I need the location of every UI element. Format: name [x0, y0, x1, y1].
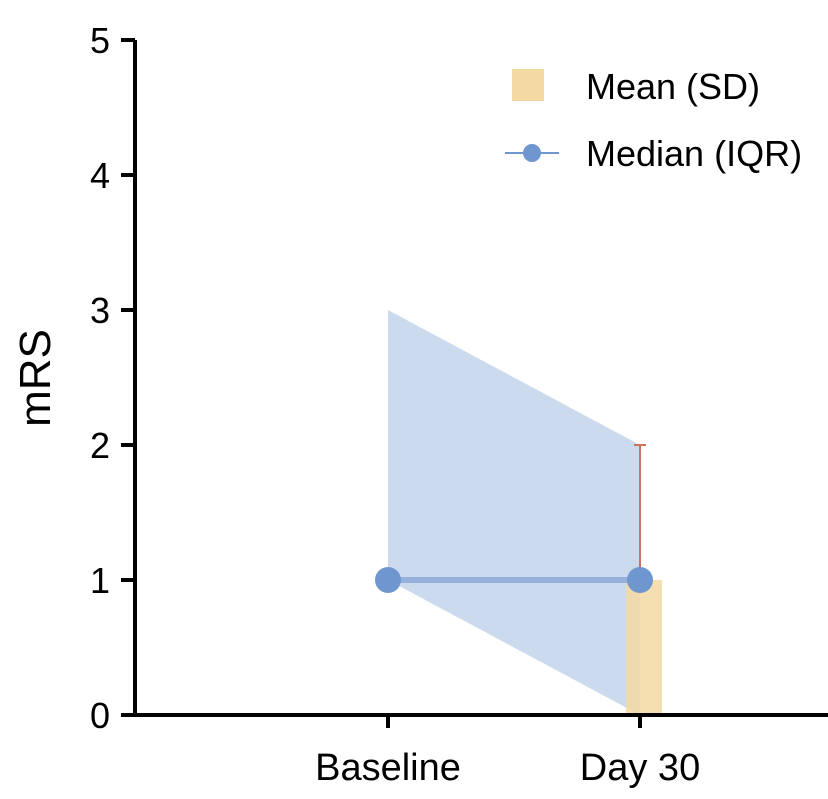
mean-bar-day-30: [626, 580, 662, 715]
legend-swatch-mean: [512, 69, 544, 101]
y-tick-label: 5: [90, 20, 110, 61]
legend-label-median: Median (IQR): [586, 133, 802, 174]
y-tick-label: 1: [90, 560, 110, 601]
median-point-baseline: [375, 567, 401, 593]
plot-area: [375, 310, 662, 715]
legend-marker-median: [523, 144, 541, 162]
tick-labels: 0 1 2 3 4 5 Baseline Day 30: [90, 20, 700, 789]
x-tick-label-baseline: Baseline: [315, 747, 461, 789]
x-tick-label-day-30: Day 30: [580, 747, 700, 789]
y-axis-label: mRS: [11, 329, 60, 427]
median-point-day-30: [627, 567, 653, 593]
y-tick-label: 4: [90, 155, 110, 196]
y-tick-label: 2: [90, 425, 110, 466]
y-tick-label: 3: [90, 290, 110, 331]
legend: Mean (SD) Median (IQR): [505, 66, 802, 174]
legend-label-mean: Mean (SD): [586, 66, 760, 107]
axes: [133, 40, 828, 717]
iqr-band: [388, 310, 640, 715]
y-tick-label: 0: [90, 695, 110, 736]
